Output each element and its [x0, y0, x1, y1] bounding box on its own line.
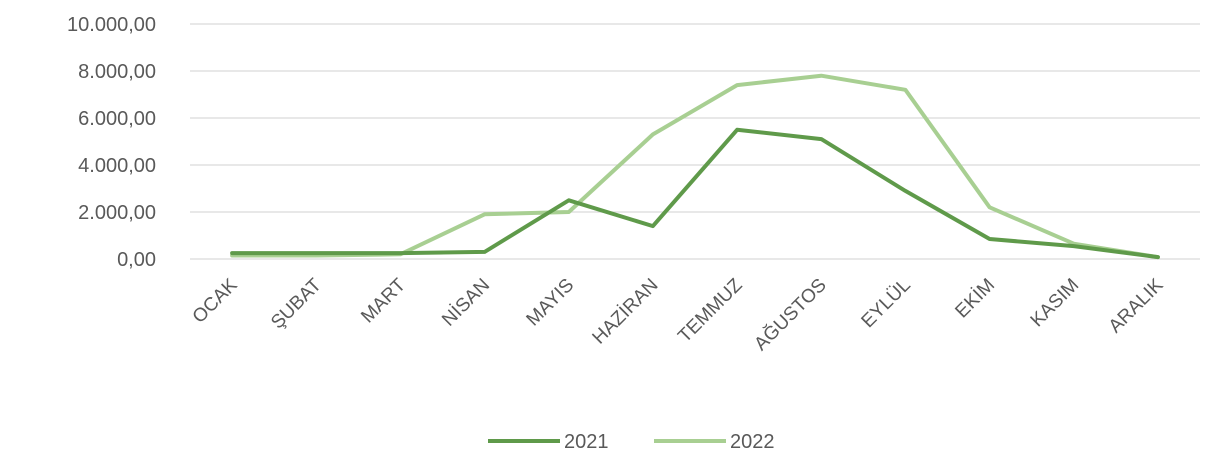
x-tick-label: AĞUSTOS	[750, 274, 831, 355]
series-lines	[232, 76, 1158, 257]
x-tick-label: HAZİRAN	[589, 275, 663, 349]
x-tick-label: MAYIS	[523, 275, 579, 331]
y-tick-label: 8.000,00	[78, 61, 156, 83]
legend-label: 2022	[730, 431, 775, 453]
x-tick-label: OCAK	[189, 274, 242, 327]
x-tick-label: NİSAN	[438, 275, 494, 331]
series-line-2022	[232, 76, 1158, 257]
y-axis-ticks: 0,00 2.000,00 4.000,00 6.000,00 8.000,00 10.0…	[67, 14, 156, 271]
gridlines	[190, 24, 1200, 259]
x-tick-label: EYLÜL	[858, 275, 915, 332]
y-tick-label: 6.000,00	[78, 108, 156, 130]
x-tick-label: KASIM	[1027, 275, 1084, 332]
x-tick-label: ŞUBAT	[267, 274, 326, 333]
y-tick-label: 4.000,00	[78, 155, 156, 177]
legend: 2021 2022	[488, 431, 775, 453]
y-tick-label: 0,00	[117, 249, 156, 271]
x-tick-label: EKİM	[951, 275, 999, 323]
y-tick-label: 2.000,00	[78, 202, 156, 224]
legend-label: 2021	[564, 431, 609, 453]
y-tick-label: 10.000,00	[67, 14, 156, 36]
series-line-2021	[232, 130, 1158, 257]
x-tick-label: ARALIK	[1105, 274, 1168, 337]
x-tick-label: MART	[357, 274, 410, 327]
x-tick-label: TEMMUZ	[674, 274, 747, 347]
